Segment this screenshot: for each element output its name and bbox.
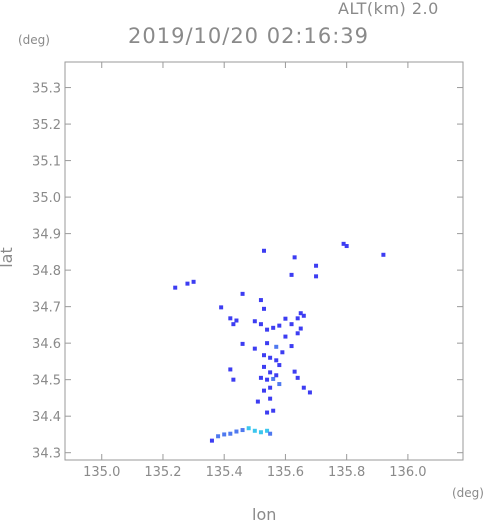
echo-point — [265, 428, 270, 433]
echo-point — [252, 346, 257, 351]
echo-point — [265, 377, 270, 382]
echo-point — [219, 305, 224, 310]
echo-point — [231, 322, 236, 327]
echo-point — [295, 375, 300, 380]
echo-point — [289, 322, 294, 327]
x-tick-label: 135.4 — [206, 465, 243, 480]
echo-point — [301, 385, 306, 390]
echo-point — [262, 388, 266, 393]
echo-point — [274, 358, 279, 363]
echo-point — [252, 428, 257, 433]
y-tick-label: 34.5 — [32, 374, 61, 389]
x-axis-label: lon — [252, 505, 277, 524]
echo-point — [283, 316, 288, 321]
echo-point — [258, 430, 263, 435]
x-tick-label: 135.0 — [83, 465, 120, 480]
echo-point — [341, 241, 346, 246]
echo-point — [258, 322, 263, 327]
y-tick-label: 35.2 — [32, 118, 61, 133]
echo-point — [301, 313, 306, 318]
echo-point — [268, 431, 273, 436]
plot-frame — [64, 61, 464, 461]
echo-point — [255, 399, 260, 404]
echo-point — [228, 367, 233, 372]
y-tick-label: 34.8 — [32, 264, 61, 279]
x-tick-label: 136.0 — [389, 465, 426, 480]
echo-point — [298, 326, 303, 331]
echo-point — [277, 323, 282, 328]
echo-point — [222, 432, 227, 437]
echo-point — [271, 325, 276, 330]
echo-point — [262, 248, 266, 253]
echo-points — [173, 241, 386, 443]
x-unit-label: (deg) — [452, 486, 484, 500]
x-tick-label: 135.8 — [328, 465, 365, 480]
echo-point — [191, 279, 196, 284]
echo-point — [265, 341, 270, 346]
echo-point — [295, 316, 300, 321]
echo-point — [228, 316, 233, 321]
echo-point — [234, 429, 239, 434]
echo-point — [252, 319, 257, 324]
echo-point — [240, 428, 245, 433]
echo-point — [246, 426, 251, 431]
echo-point — [268, 396, 273, 401]
y-tick-label: 34.9 — [32, 228, 61, 243]
y-tick-label: 34.3 — [32, 447, 61, 462]
echo-point — [280, 350, 285, 355]
echo-point — [228, 431, 233, 436]
echo-point — [240, 341, 245, 346]
y-tick-label: 34.7 — [32, 301, 61, 316]
altitude-label: ALT(km) 2.0 — [338, 0, 439, 18]
echo-point — [292, 369, 297, 374]
y-tick-label: 35.3 — [32, 82, 61, 97]
x-tick-label: 135.6 — [267, 465, 304, 480]
echo-point — [298, 311, 303, 316]
echo-point — [295, 331, 300, 336]
echo-point — [258, 298, 263, 303]
echo-point — [231, 377, 236, 382]
echo-point — [344, 244, 349, 249]
echo-point — [234, 318, 239, 323]
echo-point — [265, 410, 270, 415]
y-tick-label: 35.1 — [32, 155, 61, 170]
echo-point — [268, 370, 273, 375]
echo-point — [289, 272, 294, 277]
echo-point — [216, 434, 221, 439]
x-tick-label: 135.2 — [144, 465, 181, 480]
echo-point — [268, 355, 273, 360]
echo-point — [307, 390, 312, 395]
echo-point — [258, 375, 263, 380]
echo-point — [274, 373, 279, 378]
y-tick-label: 34.4 — [32, 410, 61, 425]
echo-point — [274, 344, 279, 349]
echo-point — [277, 363, 282, 368]
echo-point — [314, 274, 319, 279]
echo-point — [271, 376, 276, 381]
echo-point — [271, 408, 276, 413]
echo-point — [262, 364, 266, 369]
echo-point — [283, 334, 288, 339]
y-tick-label: 34.6 — [32, 337, 61, 352]
echo-point — [292, 255, 297, 260]
timestamp-title: 2019/10/20 02:16:39 — [128, 24, 370, 48]
echo-point — [314, 263, 319, 268]
echo-point — [381, 252, 386, 257]
y-unit-label: (deg) — [18, 33, 50, 47]
echo-point — [277, 382, 282, 387]
echo-point — [262, 353, 266, 358]
echo-point — [209, 438, 214, 443]
axis-ticks: 135.0 135.2 135.4 135.6 135.8 136.0 34.3 34.4 34… — [32, 62, 463, 480]
echo-point — [262, 306, 266, 311]
echo-point — [268, 385, 273, 390]
echo-point — [173, 285, 178, 290]
echo-point — [240, 291, 245, 296]
echo-point — [289, 344, 294, 349]
echo-point — [265, 327, 270, 332]
echo-point — [185, 281, 190, 286]
y-tick-label: 35.0 — [32, 191, 61, 206]
